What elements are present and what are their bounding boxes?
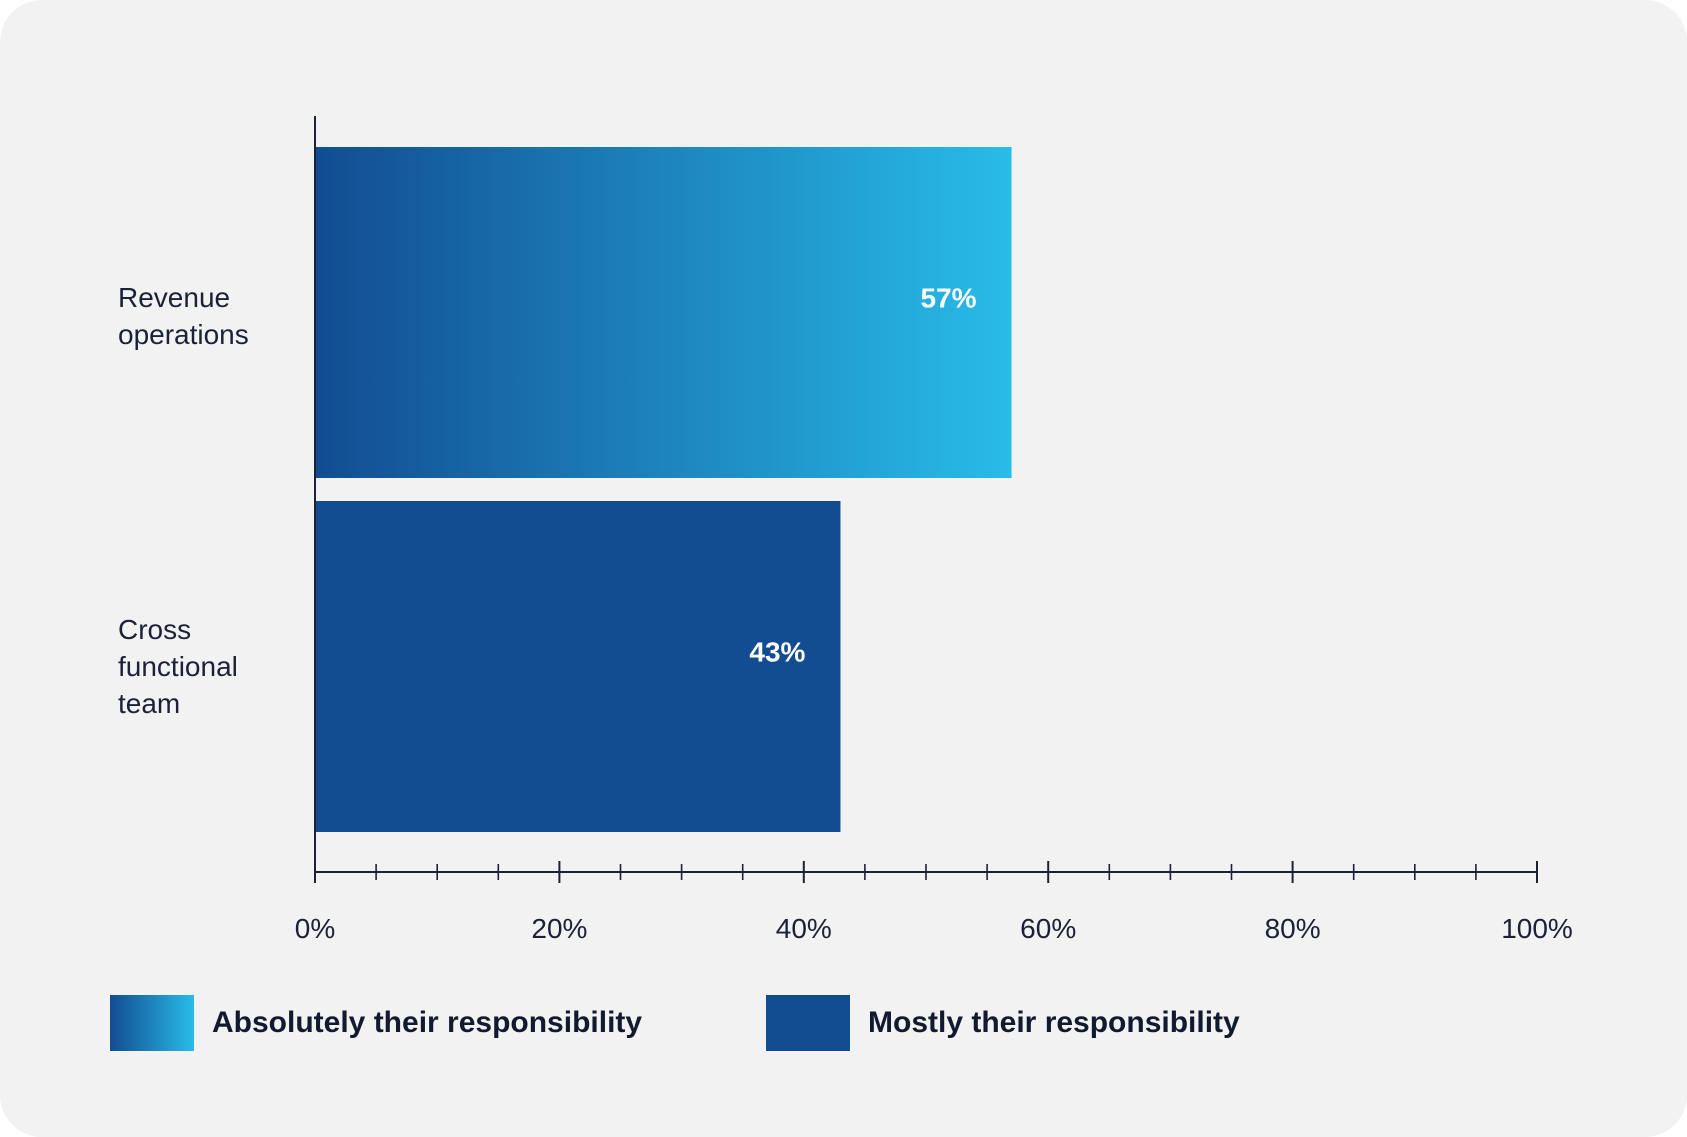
bar-mostly [315, 501, 841, 832]
bar-absolutely [315, 147, 1012, 478]
bar-value-label: 43% [749, 637, 805, 668]
x-tick-label: 80% [1265, 913, 1321, 944]
x-tick-label: 20% [531, 913, 587, 944]
x-tick-label: 0% [295, 913, 335, 944]
legend-item-absolutely: Absolutely their responsibility [110, 995, 642, 1051]
category-label-cross-functional-team: Cross functional team [118, 611, 338, 722]
x-tick-label: 40% [776, 913, 832, 944]
bar-value-label: 57% [920, 283, 976, 314]
legend-label-mostly: Mostly their responsibility [868, 1006, 1240, 1039]
category-label-line: Revenue [118, 282, 231, 313]
legend-label-absolutely: Absolutely their responsibility [212, 1006, 643, 1039]
legend-swatch-absolutely [110, 995, 194, 1051]
category-label-line: team [118, 688, 181, 719]
category-label-line: operations [118, 319, 249, 350]
x-tick-label: 100% [1501, 913, 1573, 944]
category-label-line: functional [118, 651, 238, 682]
x-tick-label: 60% [1020, 913, 1076, 944]
legend-swatch-mostly [766, 995, 850, 1051]
category-label-line: Cross [118, 614, 192, 645]
legend-item-mostly: Mostly their responsibility [766, 995, 1240, 1051]
category-label-revenue-operations: Revenue operations [118, 279, 338, 353]
